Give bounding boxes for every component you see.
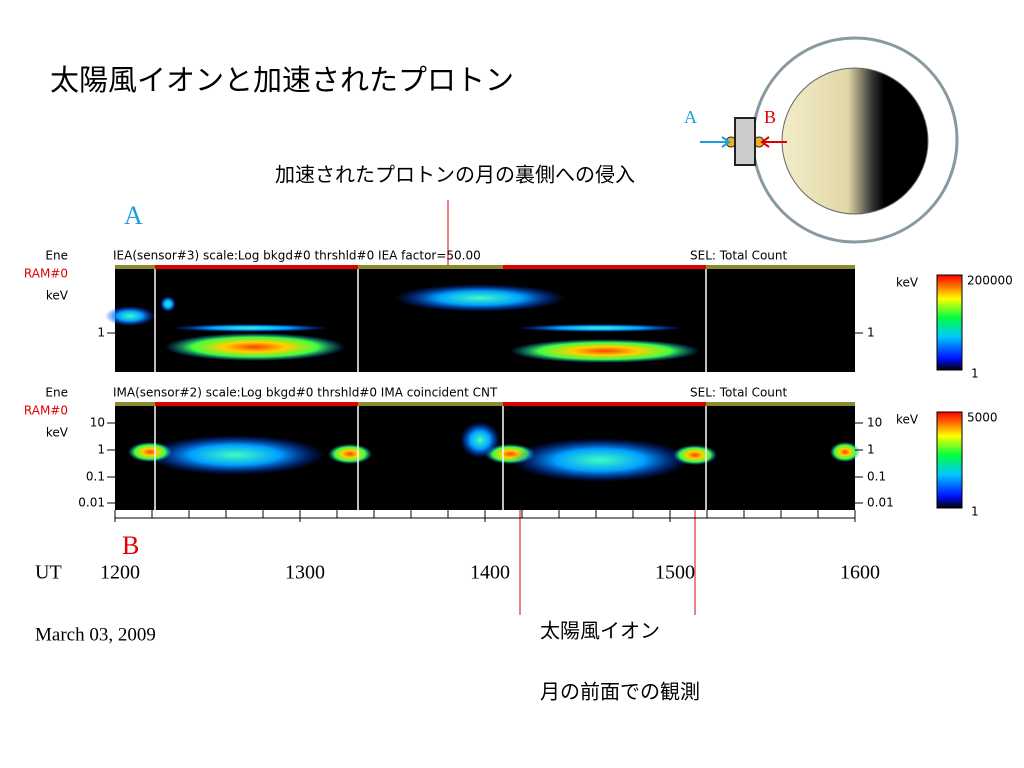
header: Ene bbox=[45, 249, 68, 263]
y-tick-label: 1 bbox=[97, 326, 105, 340]
colorbar-unit: keV bbox=[896, 413, 919, 427]
flux-blob bbox=[830, 442, 860, 462]
y-tick-label: 0.1 bbox=[867, 470, 886, 484]
flux-blob bbox=[328, 444, 372, 464]
x-tick-label: 1200 bbox=[100, 562, 140, 584]
label-b: B bbox=[122, 531, 139, 560]
colorbar-min: 1 bbox=[971, 505, 979, 519]
flux-blob bbox=[460, 422, 500, 458]
arrow-head bbox=[760, 136, 770, 148]
mode-bar bbox=[503, 265, 706, 269]
panel-info: IEA(sensor#3) scale:Log bkgd#0 thrshld#0… bbox=[113, 249, 481, 263]
flux-blob bbox=[145, 435, 325, 475]
x-tick-label: 1400 bbox=[470, 562, 510, 584]
mode-bar bbox=[503, 402, 706, 406]
colorbar-unit: keV bbox=[896, 276, 919, 290]
date: March 03, 2009 bbox=[35, 624, 156, 645]
y-tick-label: 0.01 bbox=[78, 496, 105, 510]
flux-blob bbox=[515, 324, 685, 332]
flux-blob bbox=[160, 296, 176, 312]
x-tick-label: 1500 bbox=[655, 562, 695, 584]
x-tick-label: 1600 bbox=[840, 562, 880, 584]
spacecraft bbox=[734, 117, 756, 166]
flux-blob bbox=[510, 339, 700, 363]
label-a: A bbox=[124, 201, 143, 230]
header: RAM#0 bbox=[24, 404, 68, 418]
y-tick-label: 1 bbox=[867, 326, 875, 340]
colorbar-max: 200000 bbox=[967, 274, 1013, 288]
annotation: 太陽風イオン bbox=[540, 619, 660, 643]
title: 太陽風イオンと加速されたプロトン bbox=[50, 63, 514, 97]
x-tick-label: 1300 bbox=[285, 562, 325, 584]
flux-blob bbox=[510, 438, 690, 482]
flux-blob bbox=[673, 445, 717, 465]
ut-label: UT bbox=[35, 562, 62, 584]
mode-bar bbox=[155, 265, 358, 269]
panel-sel: SEL: Total Count bbox=[690, 386, 788, 400]
diagram-label: A bbox=[684, 107, 697, 127]
y-tick-label: 10 bbox=[90, 416, 105, 430]
flux-blob bbox=[165, 333, 345, 361]
panel-info: IMA(sensor#2) scale:Log bkgd#0 thrshld#0… bbox=[113, 386, 498, 400]
colorbar-min: 1 bbox=[971, 367, 979, 381]
moon bbox=[781, 67, 929, 215]
flux-blob bbox=[170, 324, 330, 332]
flux-blob bbox=[128, 442, 172, 462]
diagram-label: B bbox=[764, 107, 776, 127]
header: keV bbox=[46, 289, 69, 303]
y-tick-label: 10 bbox=[867, 416, 882, 430]
y-tick-label: 1 bbox=[867, 443, 875, 457]
panel-sel: SEL: Total Count bbox=[690, 249, 788, 263]
mode-bar bbox=[115, 265, 855, 269]
annotation: 加速されたプロトンの月の裏側への侵入 bbox=[275, 163, 635, 187]
mode-bar bbox=[115, 402, 855, 406]
y-tick-label: 0.01 bbox=[867, 496, 894, 510]
colorbar-max: 5000 bbox=[967, 411, 998, 425]
colorbar bbox=[936, 411, 963, 509]
header: keV bbox=[46, 426, 69, 440]
flux-blob bbox=[105, 306, 155, 326]
header: Ene bbox=[45, 386, 68, 400]
header: RAM#0 bbox=[24, 267, 68, 281]
y-tick-label: 1 bbox=[97, 443, 105, 457]
y-tick-label: 0.1 bbox=[86, 470, 105, 484]
annotation: 月の前面での観測 bbox=[540, 680, 700, 704]
arrow-head bbox=[721, 136, 731, 148]
mode-bar bbox=[155, 402, 358, 406]
flux-blob bbox=[395, 284, 565, 312]
colorbar bbox=[936, 274, 963, 371]
